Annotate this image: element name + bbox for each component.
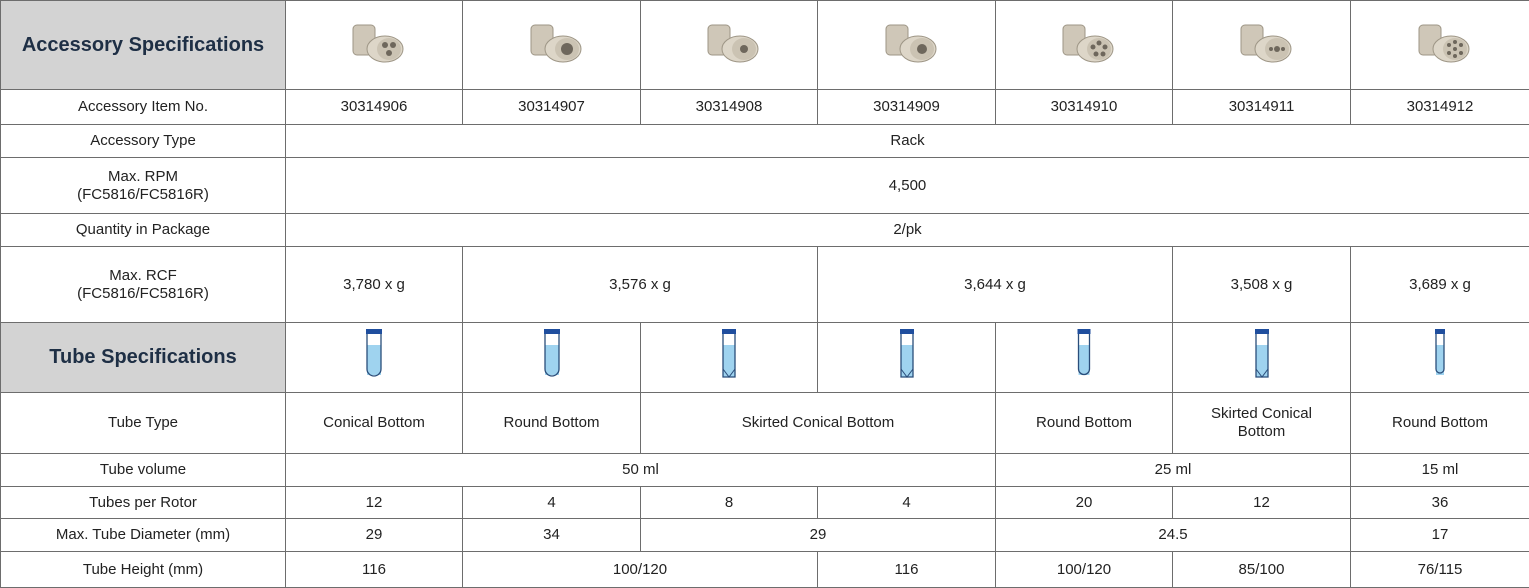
cell: 12 xyxy=(1173,487,1351,519)
row-label: Accessory Type xyxy=(1,125,286,158)
cell: 4 xyxy=(818,487,996,519)
row-label: Tube Height (mm) xyxy=(1,552,286,588)
tube-icon xyxy=(537,325,567,385)
cell: 85/100 xyxy=(1173,552,1351,588)
cell: 17 xyxy=(1351,519,1529,552)
cell: 116 xyxy=(286,552,463,588)
cell: Round Bottom xyxy=(1351,393,1529,454)
row-label: Tube volume xyxy=(1,454,286,487)
icon-cell xyxy=(286,323,463,393)
row-label: Tube Specifications xyxy=(1,323,286,393)
cell: 100/120 xyxy=(996,552,1173,588)
cell: 50 ml xyxy=(286,454,996,487)
cell: 30314912 xyxy=(1351,90,1529,125)
row-label: Accessory Item No. xyxy=(1,90,286,125)
cell: Skirted Conical Bottom xyxy=(1173,393,1351,454)
cell: 30314909 xyxy=(818,90,996,125)
rack-icon xyxy=(1227,21,1297,65)
icon-cell xyxy=(818,1,996,90)
cell: 3,508 x g xyxy=(1173,247,1351,323)
cell: 30314911 xyxy=(1173,90,1351,125)
tube-icon xyxy=(714,325,744,385)
rack-icon xyxy=(872,21,942,65)
tube-icon xyxy=(892,325,922,385)
cell: 3,644 x g xyxy=(818,247,1173,323)
icon-cell xyxy=(641,323,818,393)
cell: 20 xyxy=(996,487,1173,519)
cell: 12 xyxy=(286,487,463,519)
cell: 29 xyxy=(286,519,463,552)
icon-cell xyxy=(1351,323,1529,393)
cell: 34 xyxy=(463,519,641,552)
cell: 25 ml xyxy=(996,454,1351,487)
row-label: Tubes per Rotor xyxy=(1,487,286,519)
row: Tube Specifications xyxy=(1,323,1529,393)
tube-icon xyxy=(1247,325,1277,385)
icon-cell xyxy=(463,1,641,90)
icon-cell xyxy=(1173,1,1351,90)
cell: Conical Bottom xyxy=(286,393,463,454)
rack-icon xyxy=(1405,21,1475,65)
rack-icon xyxy=(1049,21,1119,65)
tube-icon xyxy=(1069,325,1099,385)
cell: Skirted Conical Bottom xyxy=(641,393,996,454)
icon-cell xyxy=(1173,323,1351,393)
cell: 30314908 xyxy=(641,90,818,125)
cell: 3,780 x g xyxy=(286,247,463,323)
cell: 116 xyxy=(818,552,996,588)
rack-icon xyxy=(694,21,764,65)
row-label: Tube Type xyxy=(1,393,286,454)
row-label: Max. RCF (FC5816/FC5816R) xyxy=(1,247,286,323)
row-label: Max. Tube Diameter (mm) xyxy=(1,519,286,552)
icon-cell xyxy=(818,323,996,393)
rack-icon xyxy=(339,21,409,65)
cell: 30314910 xyxy=(996,90,1173,125)
cell: 15 ml xyxy=(1351,454,1529,487)
icon-cell xyxy=(286,1,463,90)
icon-cell xyxy=(996,323,1173,393)
icon-cell xyxy=(1351,1,1529,90)
rack-icon xyxy=(517,21,587,65)
cell: 8 xyxy=(641,487,818,519)
cell: 29 xyxy=(641,519,996,552)
row-label: Accessory Specifications xyxy=(1,1,286,90)
cell: 76/115 xyxy=(1351,552,1529,588)
cell: 4,500 xyxy=(286,158,1529,214)
row-label: Quantity in Package xyxy=(1,214,286,247)
cell: 30314906 xyxy=(286,90,463,125)
cell: Rack xyxy=(286,125,1529,158)
tube-icon xyxy=(359,325,389,385)
cell: Round Bottom xyxy=(996,393,1173,454)
row: Max. RPM (FC5816/FC5816R)4,500 xyxy=(1,158,1529,214)
icon-cell xyxy=(641,1,818,90)
cell: 2/pk xyxy=(286,214,1529,247)
cell: Round Bottom xyxy=(463,393,641,454)
cell: 30314907 xyxy=(463,90,641,125)
cell: 3,576 x g xyxy=(463,247,818,323)
icon-cell xyxy=(996,1,1173,90)
row-label: Max. RPM (FC5816/FC5816R) xyxy=(1,158,286,214)
cell: 36 xyxy=(1351,487,1529,519)
cell: 4 xyxy=(463,487,641,519)
icon-cell xyxy=(463,323,641,393)
cell: 100/120 xyxy=(463,552,818,588)
row: Accessory Specifications xyxy=(1,1,1529,90)
cell: 24.5 xyxy=(996,519,1351,552)
cell: 3,689 x g xyxy=(1351,247,1529,323)
tube-icon xyxy=(1425,325,1455,385)
